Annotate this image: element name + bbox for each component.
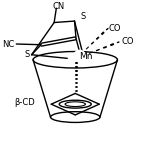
- Circle shape: [74, 50, 85, 61]
- Text: S: S: [80, 12, 86, 21]
- Text: CN: CN: [52, 2, 65, 11]
- Text: S: S: [24, 50, 29, 59]
- Text: NC: NC: [3, 39, 15, 49]
- Text: Mn: Mn: [79, 52, 92, 61]
- Text: CO: CO: [109, 24, 121, 33]
- Text: β-CD: β-CD: [14, 98, 35, 107]
- Text: CO: CO: [122, 37, 134, 46]
